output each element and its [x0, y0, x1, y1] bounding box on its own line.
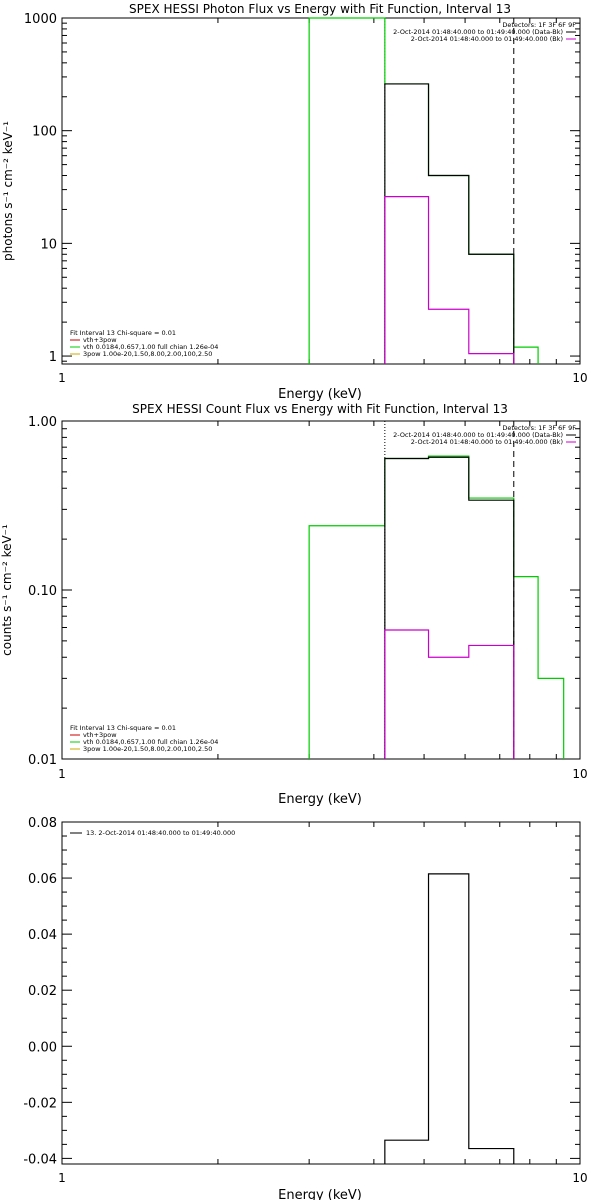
y-tick-label: 1000 [24, 12, 57, 27]
legend-entry: 3pow 1.00e-20,1.50,8.00,2.00,100,2.50 [83, 350, 212, 358]
legend-entry: 13. 2-Oct-2014 01:48:40.000 to 01:49:40.… [86, 829, 235, 837]
y-tick-label: 0.02 [28, 984, 57, 999]
data-series [308, 455, 565, 759]
plot-frame [61, 821, 581, 1165]
legend-bottom: Fit Interval 13 Chi-square = 0.01vth+3po… [70, 329, 218, 358]
legend-entry: 2-Oct-2014 01:48:40.000 to 01:49:40.000 … [411, 35, 563, 43]
photon-flux-panel: SPEX HESSI Photon Flux vs Energy with Fi… [1, 2, 588, 402]
x-axis-label: Energy (keV) [278, 792, 362, 807]
plot-frame [61, 420, 581, 760]
x-tick-label-10: 10 [572, 1171, 587, 1185]
legend-entry: vth+3pow [83, 731, 117, 739]
x-tick-label-1: 1 [58, 1171, 66, 1185]
legend-top: Detectors: 1F 3F 6F 9F2-Oct-2014 01:48:4… [393, 21, 576, 43]
residual-panel: -0.04 -0.02 0.00 0.02 0.04 0.06 0.08 1 10 Ener… [23, 816, 587, 1200]
y-tick-labels: 1 10 100 1000 [24, 12, 57, 365]
y-axis-label: counts s⁻¹ cm⁻² keV⁻¹ [0, 524, 14, 656]
panel-title: SPEX HESSI Photon Flux vs Energy with Fi… [129, 2, 511, 16]
legend-header: Detectors: 1F 3F 6F 9F [502, 424, 576, 432]
histogram-series [384, 456, 515, 759]
legend-entry: 2-Oct-2014 01:48:40.000 to 01:49:40.000 … [393, 431, 563, 439]
legend-entry: 2-Oct-2014 01:48:40.000 to 01:49:40.000 … [393, 28, 563, 36]
legend-header: Fit Interval 13 Chi-square = 0.01 [70, 724, 176, 732]
y-tick-label: 0.06 [28, 872, 57, 887]
x-tick-label-10: 10 [572, 767, 587, 781]
count-flux-panel: SPEX HESSI Count Flux vs Energy with Fit… [0, 402, 588, 807]
axis-ticks [61, 420, 581, 760]
legend-entry: vth 0.0184,0.657,1.00 full chian 1.26e-0… [83, 738, 218, 746]
y-axis-label: photons s⁻¹ cm⁻² keV⁻¹ [1, 121, 15, 261]
y-tick-label: 1 [49, 350, 57, 365]
legend-entry: 2-Oct-2014 01:48:40.000 to 01:49:40.000 … [411, 438, 563, 446]
y-tick-label: 100 [32, 125, 57, 140]
legend-entry: 3pow 1.00e-20,1.50,8.00,2.00,100,2.50 [83, 745, 212, 753]
y-tick-label: 0.08 [28, 816, 57, 831]
y-tick-label: -0.04 [23, 1152, 57, 1167]
legend-header: Fit Interval 13 Chi-square = 0.01 [70, 329, 176, 337]
y-tick-label: 0.10 [28, 584, 57, 599]
histogram-series [308, 17, 539, 364]
y-tick-label: 1.00 [28, 415, 57, 430]
legend-top: 13. 2-Oct-2014 01:48:40.000 to 01:49:40.… [70, 829, 235, 837]
histogram-series [384, 83, 515, 364]
y-tick-label: 0.00 [28, 1040, 57, 1055]
x-tick-label-10: 10 [572, 371, 587, 385]
axis-ticks [61, 821, 581, 1164]
x-tick-label-1: 1 [58, 767, 66, 781]
y-tick-label: -0.02 [23, 1096, 57, 1111]
legend-entry: vth 0.0184,0.657,1.00 full chian 1.26e-0… [83, 343, 218, 351]
y-tick-label: 10 [40, 237, 57, 252]
data-series [384, 873, 515, 1164]
histogram-series [384, 629, 515, 759]
y-tick-labels: -0.04 -0.02 0.00 0.02 0.04 0.06 0.08 [23, 816, 57, 1167]
panel-title: SPEX HESSI Count Flux vs Energy with Fit… [132, 402, 508, 416]
y-tick-labels: 0.01 0.10 1.00 [28, 415, 57, 768]
reference-lines [384, 18, 515, 364]
histogram-series [384, 873, 515, 1164]
y-tick-label: 0.01 [28, 753, 57, 768]
legend-bottom: Fit Interval 13 Chi-square = 0.01vth+3po… [70, 724, 218, 753]
y-tick-label: 0.04 [28, 928, 57, 943]
x-axis-label: Energy (keV) [278, 387, 362, 402]
histogram-series [384, 196, 515, 364]
reference-lines [384, 421, 515, 759]
histogram-series [308, 455, 565, 759]
plot-frame [61, 17, 581, 365]
x-tick-label-1: 1 [58, 371, 66, 385]
legend-header: Detectors: 1F 3F 6F 9F [502, 21, 576, 29]
data-series [308, 17, 539, 364]
legend-top: Detectors: 1F 3F 6F 9F2-Oct-2014 01:48:4… [393, 424, 576, 446]
legend-entry: vth+3pow [83, 336, 117, 344]
axis-ticks [61, 17, 581, 364]
x-axis-label: Energy (keV) [278, 1188, 362, 1200]
